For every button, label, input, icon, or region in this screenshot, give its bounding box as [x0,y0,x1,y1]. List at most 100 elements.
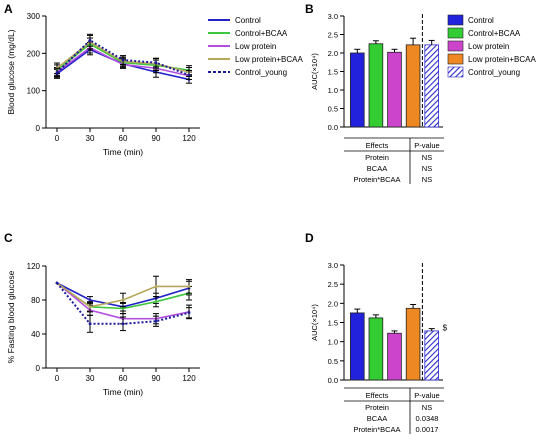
y-tick-label-a: 0 [36,124,41,133]
y-tick-label-c: 80 [31,296,40,305]
bar-d-2 [387,332,402,381]
data-point-a [187,73,191,77]
data-point-c [154,285,158,288]
significance-mark-d: $ [443,324,448,333]
x-tick-label-a: 30 [86,134,95,143]
legend-label-bar-2: Low protein [468,42,509,51]
bar-d-4 [424,330,439,381]
x-tick-label-a: 60 [119,134,128,143]
legend-swatch-bar-2 [447,40,464,52]
y-tick-label-c: 120 [27,262,41,271]
x-tick-label-a: 120 [182,134,196,143]
y-tick-label-b: 2.5 [328,31,338,40]
y-tick-label-d: 2.0 [328,299,338,308]
y-axis-title-b: AUC(×10⁴) [310,53,319,90]
x-tick-label-c: 0 [55,374,60,383]
legend-label-2: Low protein [235,42,276,51]
data-point-a [55,71,59,75]
x-tick-label-a: 90 [152,134,161,143]
y-tick-label-a: 300 [27,12,41,21]
legend-label-4: Control_young [235,68,287,77]
y-tick-label-a: 200 [27,49,41,58]
data-point-a [88,38,92,42]
legend-label-0: Control [235,16,261,25]
data-point-c [121,322,125,326]
table-effect-b: Protein [365,153,389,162]
legend-swatch-bar-0 [447,14,464,26]
y-tick-label-a: 100 [27,87,41,96]
table-header-d: Effects [366,391,389,400]
x-tick-label-c: 60 [119,374,128,383]
y-tick-label-b: 3.0 [328,12,338,21]
legend-swatch-bar-1 [447,27,464,39]
y-tick-label-b: 0.5 [328,105,338,114]
legend-label-1: Control+BCAA [235,29,288,38]
legend-label-3: Low protein+BCAA [235,55,303,64]
y-tick-label-d: 1.5 [328,319,338,328]
table-pvalue-b: NS [422,164,432,173]
x-tick-label-c: 90 [152,374,161,383]
panel-label-b: B [305,2,314,16]
y-tick-label-d: 0.0 [328,376,338,385]
legend-label-bar-4: Control_young [468,68,520,77]
bar-b-3 [405,44,421,128]
y-tick-label-b: 1.0 [328,86,338,95]
y-tick-label-d: 0.5 [328,357,338,366]
y-tick-label-d: 2.5 [328,280,338,289]
table-pvalue-b: NS [422,175,432,184]
bar-d-1 [368,317,384,381]
x-tick-label-c: 30 [86,374,95,383]
legend-swatch-bar-4 [447,66,464,78]
table-pvalue-d: NS [422,403,432,412]
bar-b-2 [387,51,402,128]
y-tick-label-c: 0 [36,364,41,373]
panel-label-c: C [4,231,13,245]
table-header-d: P-value [414,391,439,400]
y-tick-label-b: 2.0 [328,49,338,58]
table-pvalue-d: 0.0348 [416,414,439,423]
data-point-c [88,305,92,309]
data-point-c [121,298,125,302]
y-tick-label-b: 0.0 [328,123,338,132]
data-point-a [154,61,158,65]
y-axis-title-c: % Fasting blood glucose [6,270,16,363]
bar-d-0 [350,312,365,381]
y-tick-label-c: 40 [31,330,40,339]
bar-b-0 [350,52,365,128]
bar-b-4 [424,44,439,128]
table-header-b: Effects [366,141,389,150]
table-pvalue-b: NS [422,153,432,162]
table-effect-b: BCAA [367,164,387,173]
table-effect-b: Protein*BCAA [353,175,400,184]
legend-swatch-bar-3 [447,53,464,65]
y-tick-label-d: 1.0 [328,338,338,347]
data-point-c [154,300,158,304]
x-axis-title-a: Time (min) [103,147,143,157]
bar-b-1 [368,43,384,128]
bar-d-3 [405,307,421,381]
data-point-c [187,285,191,288]
data-point-c [187,311,191,315]
table-effect-d: BCAA [367,414,387,423]
data-point-c [154,319,158,323]
data-point-c [88,298,92,302]
y-tick-label-d: 3.0 [328,261,338,270]
legend-label-bar-1: Control+BCAA [468,29,521,38]
table-effect-d: Protein*BCAA [353,425,400,434]
table-effect-d: Protein [365,403,389,412]
x-tick-label-a: 0 [55,134,60,143]
legend-label-bar-0: Control [468,16,494,25]
panel-label-a: A [4,2,13,16]
data-point-c [55,281,59,285]
y-axis-title-a: Blood glucose (mg/dL) [6,29,16,114]
x-tick-label-c: 120 [182,374,196,383]
data-point-c [121,307,125,310]
data-point-c [88,322,92,326]
table-header-b: P-value [414,141,439,150]
x-axis-title-c: Time (min) [103,387,143,397]
legend-label-bar-3: Low protein+BCAA [468,55,536,64]
y-tick-label-b: 1.5 [328,68,338,77]
table-pvalue-d: 0.0017 [416,425,439,434]
data-point-a [121,58,125,62]
